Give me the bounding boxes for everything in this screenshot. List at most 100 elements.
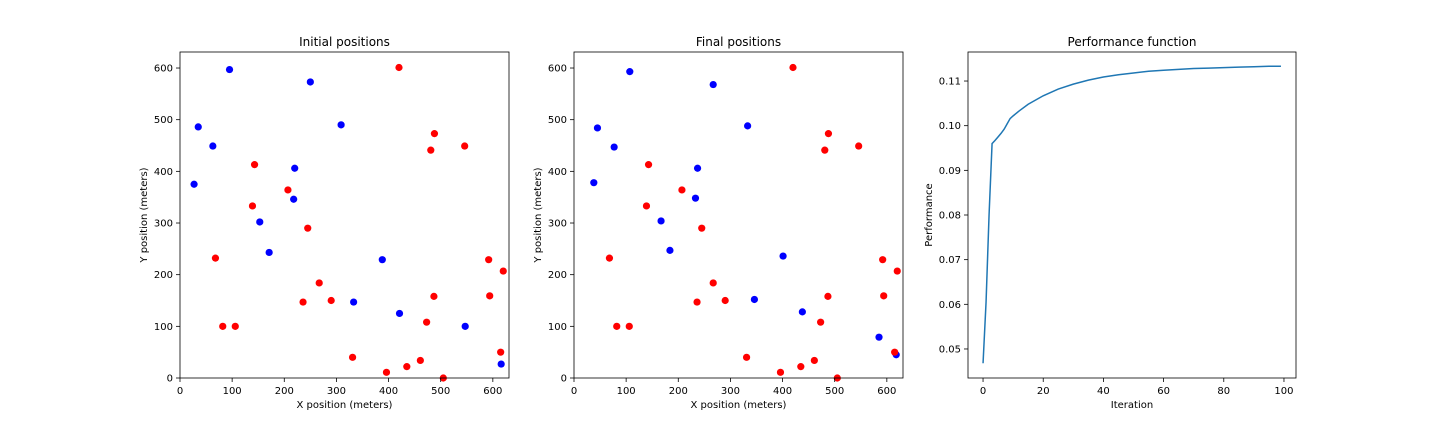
x-tick-label: 100 bbox=[617, 386, 636, 397]
red-point bbox=[211, 254, 220, 262]
x-tick-label: 0 bbox=[177, 386, 183, 397]
red-point bbox=[423, 318, 431, 326]
red-point bbox=[497, 348, 505, 356]
performance-function-chart: 0 20 40 60 80 100 0.05 0.06 0.07 0.08 0.09 0.10 0.11… bbox=[924, 35, 1297, 411]
red-point bbox=[327, 296, 335, 305]
y-tick-label: 100 bbox=[548, 322, 567, 333]
x-tick-label: 400 bbox=[773, 386, 792, 397]
final-positions-chart: 0 100 200 300 400 500 600 0 100 200 300 400 500 600 Fi… bbox=[533, 35, 904, 411]
blue-point bbox=[194, 123, 202, 131]
red-point bbox=[348, 353, 357, 361]
x-tick-label: 500 bbox=[431, 386, 450, 397]
axes-frame bbox=[179, 51, 510, 379]
blue-point bbox=[350, 298, 358, 306]
x-tick-label: 600 bbox=[483, 386, 502, 397]
performance-line bbox=[982, 65, 1281, 364]
y-axis-label: Y position (meters) bbox=[139, 167, 150, 263]
x-tick-label: 300 bbox=[327, 386, 346, 397]
chart-title: Performance function bbox=[1068, 35, 1197, 49]
blue-point bbox=[626, 68, 634, 76]
blue-point bbox=[610, 143, 618, 151]
red-point bbox=[693, 298, 701, 306]
red-point bbox=[824, 292, 832, 300]
y-tick-label: 0.05 bbox=[939, 344, 961, 355]
y-tick-label: 400 bbox=[154, 167, 173, 178]
red-point bbox=[855, 142, 863, 150]
blue-point bbox=[209, 142, 217, 150]
y-tick-label: 500 bbox=[548, 115, 567, 126]
red-point bbox=[430, 130, 439, 138]
y-tick-label: 0.10 bbox=[939, 121, 961, 132]
x-tick-label: 200 bbox=[669, 386, 688, 397]
x-tick-label: 100 bbox=[1274, 386, 1293, 397]
red-point bbox=[642, 202, 651, 210]
y-tick-label: 0.06 bbox=[939, 300, 961, 311]
blue-point bbox=[306, 78, 314, 86]
blue-point bbox=[590, 179, 598, 187]
red-point bbox=[789, 63, 797, 72]
red-point bbox=[698, 224, 706, 232]
red-point bbox=[605, 254, 614, 262]
red-point bbox=[821, 146, 829, 154]
blue-point bbox=[709, 80, 717, 89]
x-tick-label: 20 bbox=[1037, 386, 1050, 397]
x-tick-label: 80 bbox=[1217, 386, 1230, 397]
chart-title: Initial positions bbox=[299, 35, 390, 49]
red-point bbox=[613, 322, 621, 330]
chart-title: Final positions bbox=[696, 35, 781, 49]
x-tick-label: 0 bbox=[980, 386, 986, 397]
x-axis-label: Iteration bbox=[1111, 400, 1153, 411]
plot-area bbox=[190, 63, 507, 382]
y-tick-label: 200 bbox=[548, 270, 567, 281]
y-tick-label: 300 bbox=[548, 219, 567, 230]
y-tick-label: 600 bbox=[548, 64, 567, 75]
red-point bbox=[742, 353, 751, 361]
blue-point bbox=[666, 246, 674, 254]
red-point bbox=[880, 292, 888, 300]
plot-area bbox=[590, 63, 901, 382]
red-point bbox=[430, 292, 438, 300]
x-tick-label: 200 bbox=[275, 386, 294, 397]
red-point bbox=[284, 186, 292, 194]
red-point bbox=[299, 298, 307, 306]
blue-point bbox=[593, 124, 602, 132]
blue-point bbox=[750, 295, 759, 304]
red-point bbox=[678, 186, 686, 194]
red-point bbox=[395, 63, 403, 72]
red-point bbox=[817, 318, 825, 326]
red-point bbox=[824, 130, 833, 138]
red-point bbox=[485, 256, 493, 264]
blue-point bbox=[290, 195, 298, 203]
red-point bbox=[879, 256, 887, 264]
red-point bbox=[304, 224, 312, 232]
y-tick-label: 0.11 bbox=[939, 77, 961, 88]
y-tick-label: 0.09 bbox=[939, 166, 961, 177]
red-point bbox=[250, 161, 259, 169]
red-point bbox=[797, 363, 805, 371]
x-tick-label: 500 bbox=[825, 386, 844, 397]
blue-point bbox=[693, 164, 702, 172]
blue-point bbox=[265, 248, 273, 257]
x-axis-label: X position (meters) bbox=[297, 400, 393, 411]
y-tick-label: 100 bbox=[154, 322, 173, 333]
y-tick-label: 200 bbox=[154, 270, 173, 281]
blue-point bbox=[657, 217, 665, 225]
red-point bbox=[893, 267, 901, 275]
blue-point bbox=[779, 252, 787, 260]
red-point bbox=[709, 279, 717, 287]
y-axis-label: Y position (meters) bbox=[533, 167, 544, 263]
axes-frame bbox=[573, 51, 904, 379]
x-tick-label: 100 bbox=[223, 386, 242, 397]
blue-point bbox=[461, 322, 469, 330]
y-tick-label: 600 bbox=[154, 64, 173, 75]
red-point bbox=[499, 267, 507, 275]
blue-point bbox=[291, 164, 299, 172]
y-tick-label: 400 bbox=[548, 167, 567, 178]
x-tick-label: 600 bbox=[877, 386, 896, 397]
red-point bbox=[231, 322, 239, 330]
y-tick-label: 300 bbox=[154, 219, 173, 230]
y-tick-label: 0 bbox=[167, 374, 173, 385]
y-tick-label: 0 bbox=[561, 374, 567, 385]
